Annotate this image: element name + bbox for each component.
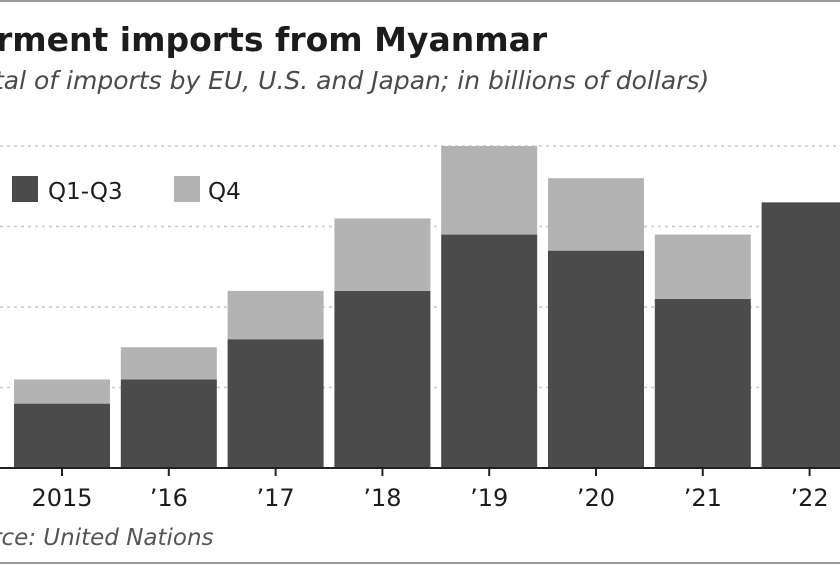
legend-swatch-q4 <box>174 176 200 202</box>
chart-subtitle: tal of imports by EU, U.S. and Japan; in… <box>0 66 710 95</box>
x-tick-label-4: ’19 <box>470 484 508 512</box>
bar-q4-5 <box>548 178 644 251</box>
bar-q1q3-1 <box>120 379 217 468</box>
legend-swatch-q1q3 <box>12 176 38 202</box>
bar-q1q3-2 <box>227 339 324 468</box>
x-tick-label-5: ’20 <box>577 484 615 512</box>
bar-q1q3-7 <box>761 202 840 468</box>
source-note: rce: United Nations <box>0 525 214 551</box>
bar-q1q3-5 <box>548 250 644 468</box>
bar-q1q3-0 <box>14 403 110 468</box>
x-tick-label-6: ’21 <box>684 484 722 512</box>
bar-q4-2 <box>227 290 324 340</box>
bar-q4-0 <box>14 379 110 404</box>
bar-q1q3-4 <box>441 234 538 468</box>
bar-q1q3-3 <box>334 290 431 468</box>
legend-label-q1q3: Q1-Q3 <box>48 179 123 205</box>
bars <box>14 146 840 468</box>
bar-q4-4 <box>441 146 538 235</box>
x-axis-ticks: 2015 ’16 ’17 ’18 ’19 ’20 ’21 ’22 <box>31 468 829 512</box>
x-tick-label-1: ’16 <box>150 484 188 512</box>
x-tick-label-0: 2015 <box>31 484 92 512</box>
legend: Q1-Q3 Q4 <box>12 176 241 205</box>
x-tick-label-3: ’18 <box>363 484 401 512</box>
x-tick-label-7: ’22 <box>791 484 829 512</box>
chart-title: rment imports from Myanmar <box>0 20 548 59</box>
bar-q1q3-6 <box>654 298 751 468</box>
bar-q4-3 <box>334 218 431 291</box>
bar-q4-1 <box>120 347 217 380</box>
legend-label-q4: Q4 <box>208 179 241 205</box>
bar-q4-6 <box>654 234 751 299</box>
x-tick-label-2: ’17 <box>257 484 295 512</box>
